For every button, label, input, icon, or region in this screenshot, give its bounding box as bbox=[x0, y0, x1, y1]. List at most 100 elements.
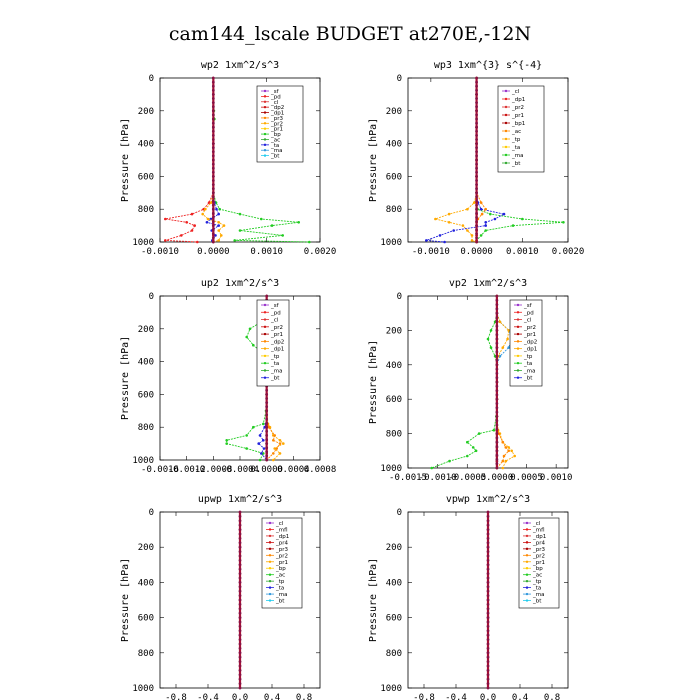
zero-budget-point bbox=[265, 450, 269, 454]
series-line bbox=[431, 296, 498, 469]
x-tick-label: -0.0005 bbox=[448, 473, 486, 483]
series-point bbox=[466, 229, 469, 232]
legend-label: _ta bbox=[511, 145, 520, 151]
zero-budget-point bbox=[265, 454, 269, 458]
series-point bbox=[272, 439, 275, 442]
series-point bbox=[466, 440, 469, 444]
zero-budget-point bbox=[211, 88, 215, 92]
legend-label: _pr1 bbox=[532, 560, 545, 566]
legend-marker bbox=[268, 521, 272, 525]
zero-budget-point bbox=[265, 421, 269, 425]
zero-budget-point bbox=[495, 354, 499, 358]
zero-budget-point bbox=[486, 607, 490, 611]
series-point bbox=[225, 442, 228, 445]
series-point bbox=[510, 449, 513, 453]
zero-budget-point bbox=[486, 532, 490, 536]
zero-budget-point bbox=[211, 195, 215, 199]
legend-label: _ma bbox=[275, 592, 287, 598]
zero-budget-point bbox=[495, 427, 499, 431]
zero-budget-point bbox=[486, 633, 490, 637]
panel-title: vpwp 1xm^2/s^3 bbox=[446, 494, 530, 505]
legend-marker bbox=[263, 127, 267, 130]
series-point bbox=[511, 224, 515, 227]
series-point bbox=[484, 229, 488, 232]
legend-marker bbox=[504, 89, 508, 93]
legend-marker bbox=[516, 332, 520, 336]
legend-label: _mfl bbox=[532, 527, 545, 533]
y-axis-label: Pressure [hPa] bbox=[120, 118, 131, 202]
zero-budget-point bbox=[238, 607, 242, 611]
legend-label: _sf bbox=[270, 89, 280, 95]
legend-marker bbox=[516, 376, 520, 379]
zero-budget-point bbox=[495, 406, 499, 410]
zero-budget-point bbox=[238, 563, 242, 567]
series-point bbox=[238, 212, 242, 216]
y-tick-label: 0 bbox=[149, 74, 154, 84]
zero-budget-point bbox=[211, 203, 215, 207]
zero-budget-point bbox=[211, 154, 215, 158]
legend-label: _tp bbox=[511, 137, 521, 143]
y-tick-label: 1000 bbox=[132, 456, 154, 466]
zero-budget-point bbox=[495, 307, 499, 311]
series-point bbox=[201, 212, 204, 216]
legend-marker bbox=[516, 303, 520, 307]
x-tick-label: 0.0010 bbox=[506, 247, 539, 257]
legend-label: _ta bbox=[532, 586, 541, 592]
legend-label: _pr2 bbox=[275, 553, 288, 559]
series-point bbox=[164, 217, 167, 221]
zero-budget-point bbox=[238, 519, 242, 523]
zero-budget-point bbox=[495, 397, 499, 401]
zero-budget-point bbox=[486, 541, 490, 545]
zero-budget-point bbox=[211, 142, 215, 146]
zero-budget-point bbox=[475, 113, 478, 117]
legend-marker bbox=[263, 376, 267, 379]
series-point bbox=[267, 425, 271, 429]
zero-budget-point bbox=[475, 129, 478, 133]
x-tick-label: -0.0010 bbox=[419, 473, 457, 483]
series-point bbox=[507, 449, 511, 453]
zero-budget-point bbox=[475, 220, 478, 223]
series-point bbox=[504, 459, 508, 463]
zero-budget-point bbox=[475, 216, 478, 219]
zero-budget-point bbox=[486, 620, 490, 624]
legend-label: _ac bbox=[270, 137, 280, 143]
y-tick-label: 600 bbox=[386, 172, 402, 182]
series-point bbox=[233, 239, 236, 242]
zero-budget-point bbox=[486, 550, 490, 553]
y-tick-label: 200 bbox=[386, 543, 402, 553]
zero-budget-point bbox=[238, 537, 242, 540]
x-tick-label: 0.0000 bbox=[481, 473, 514, 483]
legend-marker bbox=[516, 340, 520, 343]
legend-label: _cl bbox=[275, 521, 284, 527]
legend-label: _cl bbox=[532, 521, 541, 527]
legend-label: _ma bbox=[511, 153, 523, 159]
series-point bbox=[498, 354, 502, 358]
zero-budget-point bbox=[238, 669, 242, 672]
zero-budget-point bbox=[211, 216, 215, 219]
legend-label: _ta bbox=[275, 586, 284, 592]
legend-label: _dp1 bbox=[275, 534, 289, 540]
x-tick-label: 0.0010 bbox=[540, 473, 573, 483]
series-point bbox=[281, 234, 285, 237]
y-tick-label: 200 bbox=[138, 325, 154, 335]
y-tick-label: 600 bbox=[138, 390, 154, 400]
legend-marker bbox=[263, 111, 267, 114]
zero-budget-point bbox=[475, 142, 478, 146]
zero-budget-point bbox=[495, 329, 499, 332]
series-point bbox=[502, 212, 506, 216]
series-point bbox=[513, 454, 516, 458]
zero-budget-point bbox=[238, 677, 242, 681]
zero-budget-point bbox=[211, 158, 215, 162]
legend-label: _cl bbox=[270, 318, 279, 324]
panel-3: up2 1xm^2/s^3 Pressure [hPa] 0 200 400 600 800… bbox=[120, 278, 336, 475]
zero-budget-point bbox=[495, 311, 499, 315]
legend-marker bbox=[504, 161, 508, 165]
y-tick-label: 400 bbox=[138, 358, 154, 368]
panel-title: vp2 1xm^2/s^3 bbox=[449, 278, 527, 289]
series-point bbox=[438, 234, 442, 237]
zero-budget-point bbox=[211, 166, 215, 170]
series-point bbox=[477, 432, 481, 435]
zero-budget-point bbox=[211, 211, 215, 215]
legend-label: _dp2 bbox=[523, 339, 537, 345]
zero-budget-point bbox=[486, 563, 490, 567]
